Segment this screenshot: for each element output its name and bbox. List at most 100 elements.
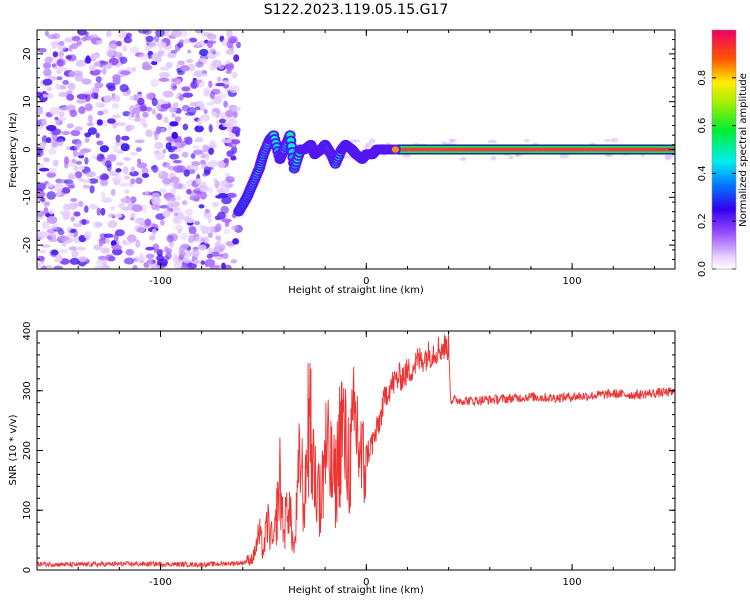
noise-blob bbox=[99, 241, 104, 247]
snr-series-line bbox=[37, 331, 675, 569]
noise-blob bbox=[508, 155, 514, 160]
noise-blob bbox=[211, 59, 222, 68]
noise-blob bbox=[111, 244, 122, 250]
x-tick-label: -100 bbox=[149, 276, 172, 287]
spectrogram-x-axis-label: Height of straight line (km) bbox=[288, 285, 424, 296]
noise-blob bbox=[156, 126, 162, 135]
noise-blob bbox=[68, 71, 76, 78]
noise-blob bbox=[102, 108, 109, 115]
noise-blob bbox=[78, 200, 84, 207]
noise-blob bbox=[84, 231, 92, 240]
noise-blob bbox=[140, 204, 148, 213]
noise-blob bbox=[174, 206, 182, 212]
noise-blob bbox=[202, 172, 208, 177]
noise-blob bbox=[48, 225, 58, 230]
colorbar-tick-label: 0.8 bbox=[697, 70, 708, 86]
noise-blob bbox=[72, 149, 78, 158]
noise-blob bbox=[199, 186, 210, 192]
noise-blob bbox=[142, 111, 149, 118]
noise-blob bbox=[182, 257, 192, 264]
noise-blob bbox=[197, 244, 207, 251]
noise-blob bbox=[43, 62, 52, 69]
noise-blob bbox=[215, 256, 224, 260]
noise-blob bbox=[192, 149, 204, 155]
noise-blob bbox=[116, 149, 124, 155]
noise-blob bbox=[46, 171, 56, 178]
noise-blob bbox=[232, 106, 241, 112]
noise-blob bbox=[175, 141, 182, 148]
noise-blob bbox=[119, 84, 129, 92]
noise-blob bbox=[130, 166, 135, 173]
noise-blob bbox=[204, 208, 210, 214]
noise-blob bbox=[209, 91, 215, 100]
noise-blob bbox=[230, 225, 239, 231]
snr-axes: -100 0 100 400 300 200 100 0 bbox=[22, 321, 675, 588]
noise-blob bbox=[43, 201, 50, 207]
noise-blob bbox=[92, 53, 99, 59]
noise-blob bbox=[168, 106, 175, 114]
noise-blob bbox=[48, 148, 57, 155]
noise-blob bbox=[221, 218, 232, 223]
noise-blob bbox=[99, 174, 105, 181]
noise-blob bbox=[214, 180, 220, 189]
noise-blob bbox=[58, 85, 67, 90]
noise-blob bbox=[114, 213, 123, 219]
noise-blob bbox=[151, 60, 158, 66]
noise-blob bbox=[151, 196, 161, 205]
noise-blob bbox=[162, 90, 174, 98]
noise-blob bbox=[208, 48, 216, 55]
noise-blob bbox=[154, 132, 159, 141]
noise-blob bbox=[232, 110, 238, 118]
noise-blob bbox=[133, 117, 142, 122]
noise-blob bbox=[69, 232, 75, 238]
noise-blob bbox=[65, 104, 76, 110]
noise-blob bbox=[132, 107, 141, 115]
noise-blob bbox=[123, 157, 131, 161]
noise-blob bbox=[221, 139, 233, 144]
noise-blob bbox=[181, 200, 188, 206]
noise-blob bbox=[55, 83, 61, 90]
noise-blob bbox=[145, 45, 152, 51]
noise-blob bbox=[236, 41, 241, 49]
noise-blob bbox=[115, 229, 125, 237]
noise-blob bbox=[87, 127, 97, 135]
noise-blob bbox=[103, 95, 112, 103]
noise-blob bbox=[38, 249, 47, 254]
noise-blob bbox=[184, 250, 193, 258]
noise-blob bbox=[230, 139, 241, 145]
noise-blob bbox=[222, 122, 231, 128]
noise-blob bbox=[162, 148, 167, 154]
noise-blob bbox=[111, 114, 122, 119]
noise-blob bbox=[164, 246, 169, 253]
noise-blob bbox=[46, 215, 58, 224]
noise-blob bbox=[121, 197, 132, 204]
noise-blob bbox=[40, 197, 46, 202]
noise-blob bbox=[46, 191, 56, 200]
noise-blob bbox=[226, 30, 233, 38]
noise-blob bbox=[41, 221, 50, 229]
noise-blob bbox=[93, 61, 102, 67]
noise-blob bbox=[137, 158, 142, 164]
noise-blob bbox=[194, 125, 204, 133]
noise-blob bbox=[102, 174, 110, 180]
noise-blob bbox=[186, 188, 192, 195]
colorbar-tick-label: 0.0 bbox=[697, 261, 708, 277]
noise-blob bbox=[172, 159, 182, 164]
noise-blob bbox=[139, 105, 148, 112]
noise-blob bbox=[350, 139, 361, 143]
noise-blob bbox=[126, 234, 137, 243]
noise-blob bbox=[199, 48, 209, 57]
noise-blob bbox=[38, 167, 50, 172]
noise-blob bbox=[46, 92, 54, 100]
noise-blob bbox=[96, 140, 104, 146]
noise-blob bbox=[206, 101, 214, 106]
noise-blob bbox=[48, 209, 54, 215]
x-tick-label: 100 bbox=[563, 577, 582, 588]
noise-blob bbox=[78, 256, 88, 263]
noise-blob bbox=[487, 139, 498, 144]
noise-blob bbox=[141, 64, 153, 71]
noise-blob bbox=[184, 218, 195, 224]
noise-blob bbox=[119, 182, 130, 187]
noise-blob bbox=[230, 259, 238, 264]
noise-blob bbox=[123, 257, 135, 265]
